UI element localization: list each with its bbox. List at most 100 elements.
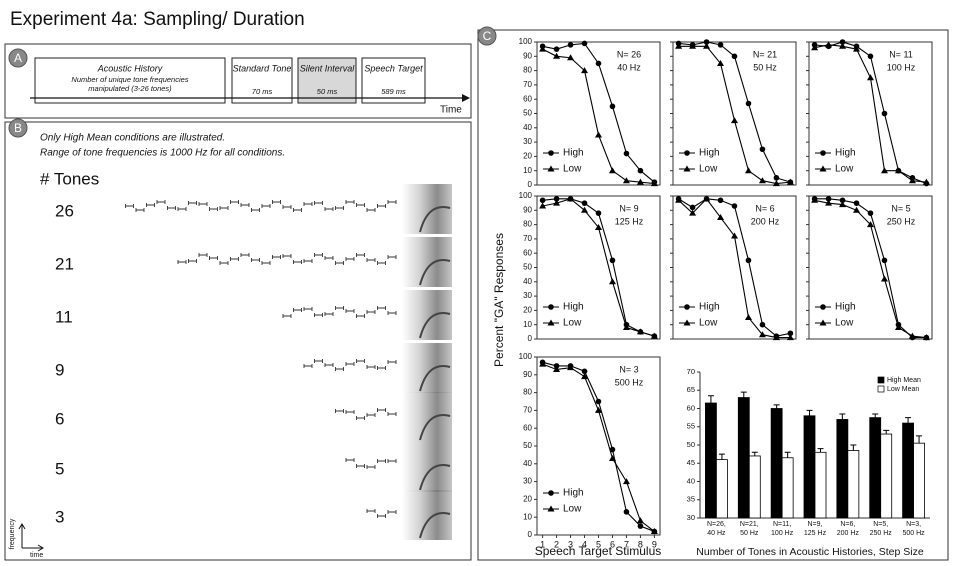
y-tick-label: 40 (523, 459, 532, 468)
spectrogram (402, 442, 452, 492)
data-point (637, 167, 644, 174)
data-point (636, 178, 644, 185)
data-point (609, 257, 616, 264)
data-point (880, 167, 888, 174)
y-tick-label: 0 (528, 334, 533, 343)
tone-marker (366, 310, 376, 314)
data-point (595, 210, 602, 216)
panel-letter: B (14, 121, 22, 135)
x-tick-label: 8 (638, 539, 643, 549)
tone-marker (314, 359, 323, 363)
y-tick-label: 50 (687, 440, 695, 449)
formant (419, 365, 451, 392)
data-point (623, 150, 630, 157)
y-tick-label: 60 (687, 403, 695, 412)
formant (419, 512, 451, 539)
chart-label: N= 5 (891, 203, 910, 213)
note: Range of tone frequencies is 1000 Hz for… (40, 148, 285, 159)
tone-count: 26 (55, 201, 74, 220)
error-bar (916, 435, 923, 444)
y-tick-label: 20 (523, 152, 532, 161)
freq-time-axes (18, 523, 44, 552)
legend-marker (819, 319, 827, 326)
legend-marker (547, 165, 555, 172)
x-axis-label: Number of Tones in Acoustic Histories, S… (696, 546, 924, 558)
y-tick-label: 80 (523, 66, 532, 75)
data-point (595, 223, 602, 230)
legend-label: High (835, 148, 856, 159)
data-point (675, 196, 683, 203)
tone-marker (188, 201, 197, 205)
spectrogram (402, 237, 452, 287)
tone-marker (198, 253, 208, 257)
data-point (609, 446, 616, 453)
data-point (553, 363, 560, 369)
tone-marker (377, 514, 386, 518)
tone-marker (125, 204, 134, 208)
data-point (581, 373, 589, 380)
data-point (608, 454, 616, 461)
legend-label: Low (835, 164, 854, 175)
data-point (608, 167, 616, 174)
tone-marker (230, 200, 239, 204)
time-axis-label: time (30, 552, 43, 559)
y-tick-label: 100 (519, 37, 533, 46)
data-point (744, 314, 752, 321)
data-point (595, 406, 602, 413)
y-tick-label: 10 (523, 166, 532, 175)
chart-label: N= 26 (617, 49, 641, 59)
plot-frame (808, 41, 933, 186)
timeline-box (361, 57, 426, 104)
plot-frame (808, 195, 933, 340)
data-point (717, 42, 724, 48)
y-tick-label: 20 (523, 306, 532, 315)
y-tick-label: 70 (687, 367, 695, 376)
data-point (717, 59, 725, 66)
tone-marker (146, 203, 155, 207)
data-point (881, 110, 888, 117)
bar (836, 419, 849, 519)
chart-label: N= 3 (619, 364, 638, 374)
legend-label: Low (699, 318, 718, 329)
tone-marker (366, 365, 376, 369)
timeline-box (34, 57, 226, 104)
tone-count: 9 (55, 360, 64, 379)
y-tick-label: 40 (687, 476, 695, 485)
category-label-wrap: N=5, 250 Hz (870, 521, 892, 537)
data-point (581, 368, 588, 375)
tone-marker (282, 314, 292, 318)
data-point (581, 200, 588, 206)
data-point (867, 210, 874, 216)
tone-marker (377, 306, 386, 310)
tone-marker (219, 261, 229, 265)
data-point (772, 180, 780, 187)
box-detail: 50 ms (317, 87, 338, 96)
data-point (758, 177, 766, 184)
data-point (539, 197, 546, 204)
tone-marker (156, 200, 166, 204)
box-detail: Number of unique tone frequencies manipu… (71, 75, 189, 93)
category-label-wrap: N=21, 50 Hz (740, 521, 759, 537)
y-tick-label: 80 (523, 388, 532, 397)
data-point (622, 177, 630, 184)
box-title: Silent Interval (300, 63, 356, 73)
data-point (744, 167, 752, 174)
formant (419, 206, 451, 233)
legend-label: High (699, 302, 720, 313)
tone-marker (314, 201, 323, 205)
tone-marker (377, 261, 386, 265)
legend-label: High (835, 302, 856, 313)
x-tick-label: 5 (596, 539, 601, 549)
tone-marker (303, 364, 313, 368)
data-point (636, 517, 644, 524)
formant (419, 312, 451, 339)
tones-heading: # Tones (40, 169, 99, 188)
error-bar (817, 448, 824, 453)
data-point (539, 360, 547, 367)
x-tick-label: 9 (652, 539, 657, 549)
tone-count: 6 (55, 409, 64, 428)
data-point (867, 221, 874, 228)
panel-letter: A (14, 51, 22, 65)
error-bar (718, 453, 725, 460)
timeline-box (231, 57, 293, 104)
